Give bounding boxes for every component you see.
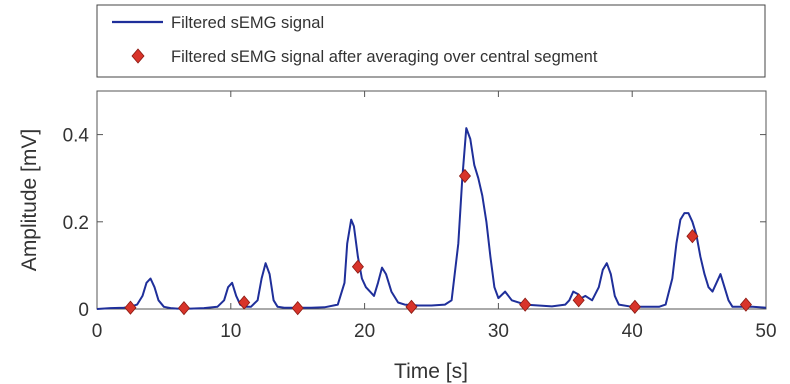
series-layer bbox=[96, 127, 767, 316]
averaged-point-10 bbox=[686, 229, 699, 244]
legend-entry-series-2: Filtered sEMG signal after averaging ove… bbox=[171, 48, 598, 66]
series-line-filtered-semg bbox=[96, 127, 767, 310]
x-axis-title: Time [s] bbox=[394, 360, 468, 383]
legend-diamond-swatch bbox=[131, 48, 145, 64]
axis-ticks bbox=[96, 91, 767, 310]
averaged-point-5 bbox=[405, 299, 418, 314]
y-tick-label-2: 0.4 bbox=[63, 126, 90, 147]
averaged-point-6 bbox=[458, 168, 471, 184]
x-tick-label-2: 20 bbox=[354, 321, 375, 342]
x-tick-label-0: 0 bbox=[92, 321, 103, 342]
x-tick-label-1: 10 bbox=[220, 321, 241, 342]
x-tick-label-3: 30 bbox=[488, 321, 509, 342]
y-axis-title: Amplitude [mV] bbox=[18, 129, 41, 271]
y-tick-label-0: 0 bbox=[78, 300, 89, 321]
y-tick-label-1: 0.2 bbox=[63, 213, 89, 234]
averaged-point-4 bbox=[351, 259, 364, 274]
legend-box bbox=[96, 4, 766, 78]
plot-area bbox=[96, 90, 767, 310]
averaged-point-2 bbox=[238, 295, 251, 310]
legend: Filtered sEMG signal Filtered sEMG signa… bbox=[96, 4, 766, 78]
axis-tick-labels: 0 10 20 30 40 50 0 0.2 0.4 bbox=[63, 126, 777, 342]
x-tick-label-5: 50 bbox=[755, 321, 776, 342]
x-tick-label-4: 40 bbox=[622, 321, 643, 342]
averaged-point-1 bbox=[177, 301, 190, 316]
legend-entry-series-1: Filtered sEMG signal bbox=[171, 14, 324, 32]
averaged-point-9 bbox=[628, 299, 641, 314]
averaged-point-3 bbox=[291, 301, 304, 316]
averaged-point-7 bbox=[519, 297, 532, 312]
averaged-point-11 bbox=[739, 297, 752, 312]
averaged-point-0 bbox=[124, 300, 137, 315]
averaged-point-8 bbox=[572, 293, 585, 308]
